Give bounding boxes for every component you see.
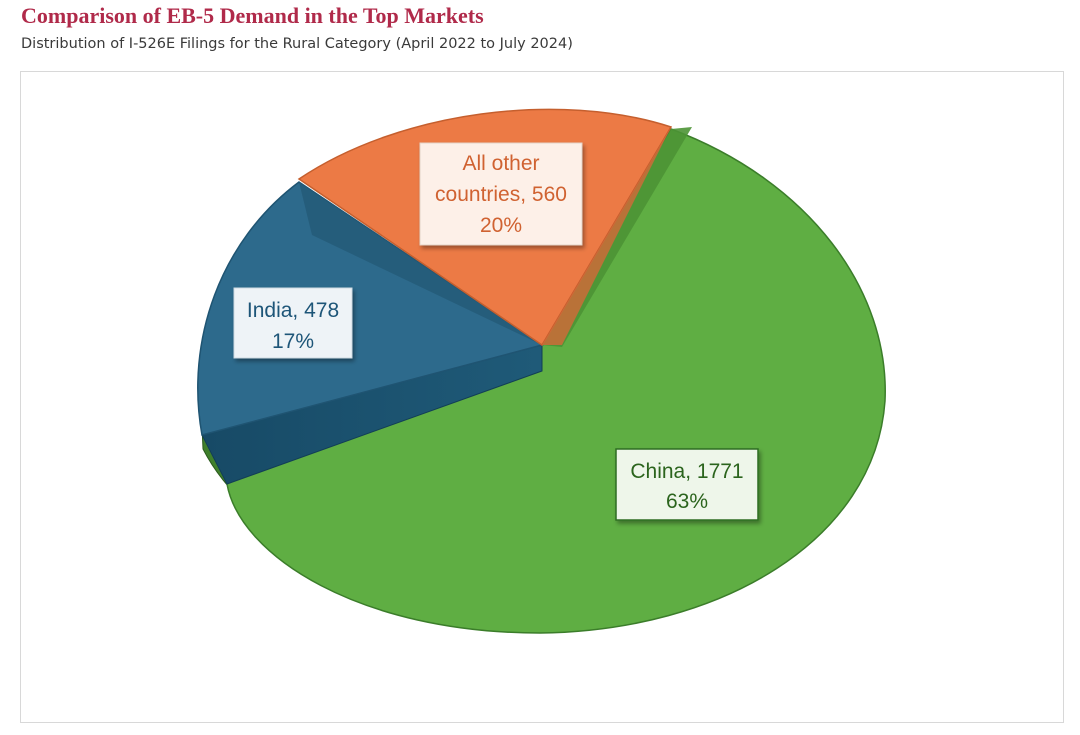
callout-other-percent: 20%: [480, 214, 522, 237]
slice-india: [197, 181, 544, 436]
callout-china: [615, 448, 759, 521]
callout-india-percent: 17%: [272, 330, 314, 353]
callout-india: [233, 287, 353, 359]
slice-other-inner: [542, 127, 671, 345]
pie-chart: All other countries, 560 20% India, 478 …: [197, 108, 886, 634]
chart-title: Comparison of EB-5 Demand in the Top Mar…: [21, 3, 484, 28]
callout-other: [419, 142, 583, 246]
callout-china-percent: 63%: [666, 490, 708, 513]
chart-subtitle: Distribution of I-526E Filings for the R…: [21, 36, 573, 52]
callout-china-line1: China, 1771: [630, 460, 743, 483]
callout-other-line1b: countries, 560: [435, 183, 567, 206]
callout-other-line1: All other: [462, 152, 539, 175]
callout-india-line1: India, 478: [247, 299, 339, 322]
